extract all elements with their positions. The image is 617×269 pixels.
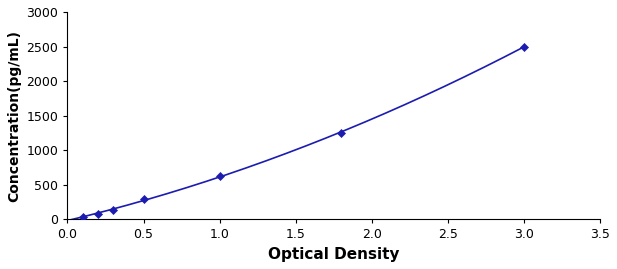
X-axis label: Optical Density: Optical Density [268, 247, 400, 262]
Y-axis label: Concentration(pg/mL): Concentration(pg/mL) [7, 30, 21, 202]
